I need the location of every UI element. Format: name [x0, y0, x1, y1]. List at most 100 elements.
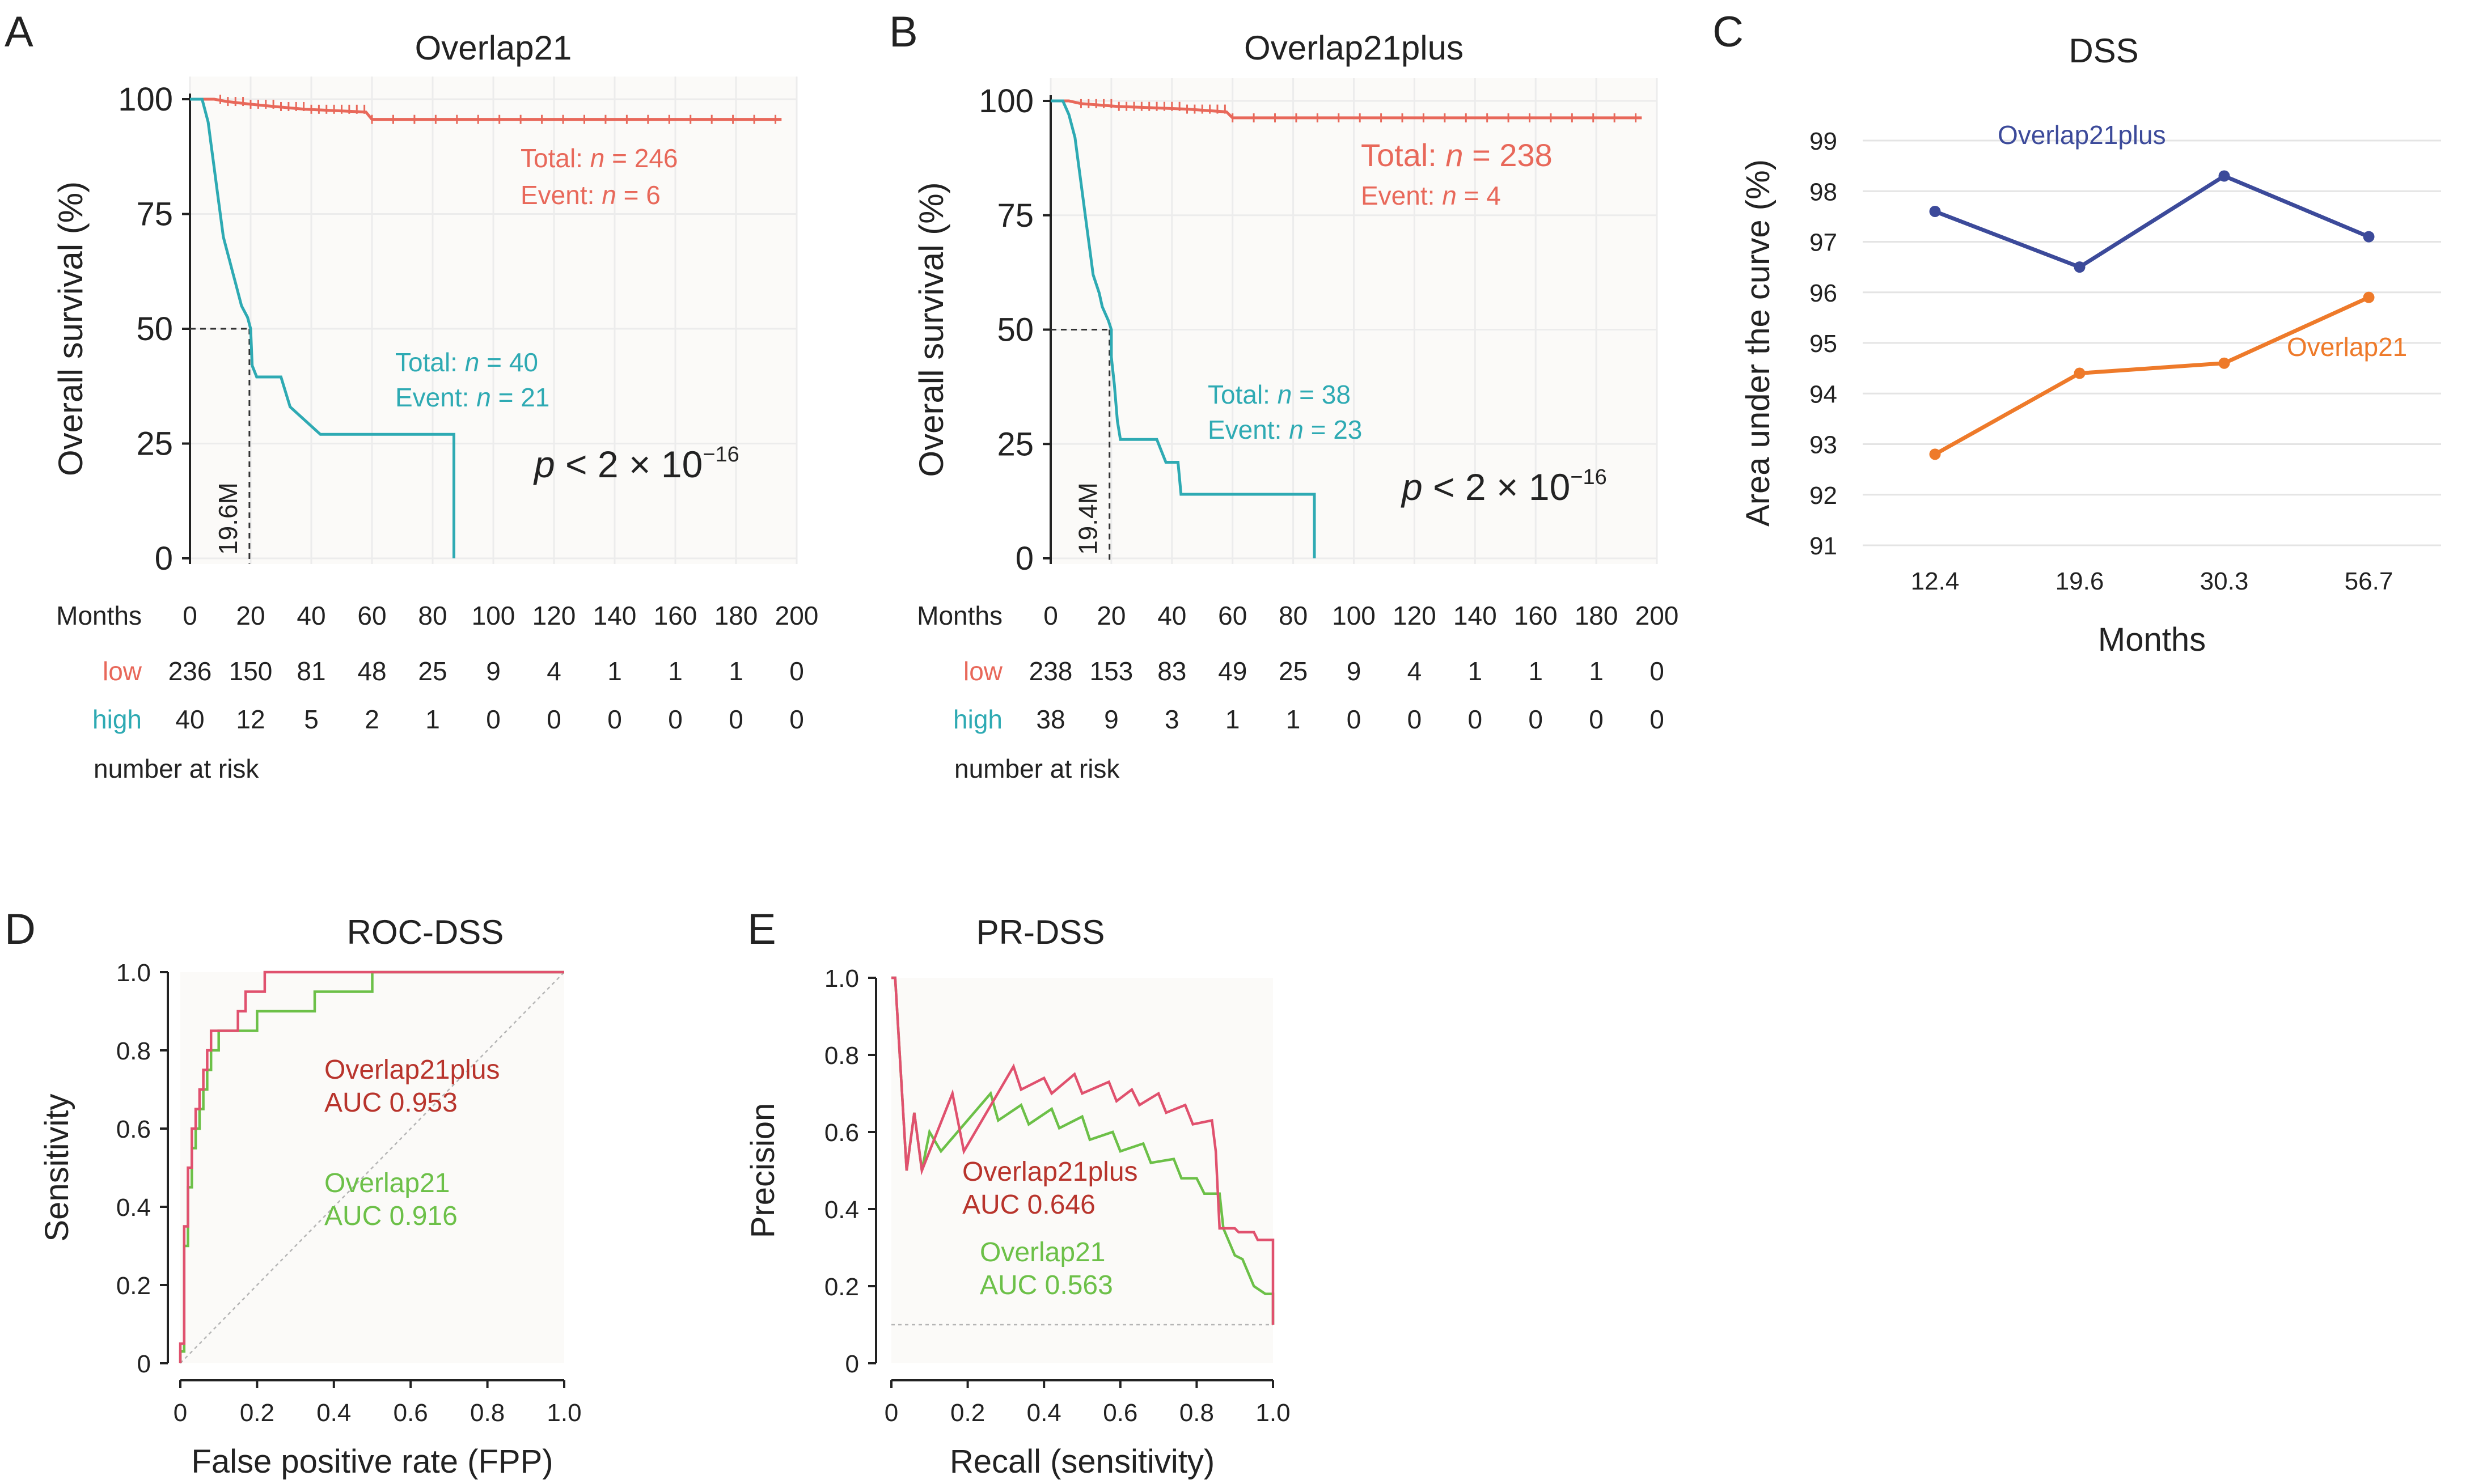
y-tick-label: 95: [1809, 330, 1837, 358]
risk-count: 3: [1165, 705, 1179, 734]
risk-count: 1: [1468, 656, 1483, 686]
risk-count: 1: [1225, 705, 1240, 734]
risk-header: Months: [917, 601, 1003, 630]
y-tick-label: 1.0: [116, 959, 151, 987]
survival-curve-high: [1051, 99, 1316, 558]
risk-count: 0: [607, 705, 622, 734]
x-tick-label: 180: [714, 601, 758, 630]
x-tick-label: 140: [1453, 601, 1497, 630]
risk-group-high: high: [953, 705, 1003, 734]
y-tick-label: 25: [136, 426, 173, 463]
x-tick-label: 40: [297, 601, 325, 630]
x-tick-label: 200: [775, 601, 819, 630]
x-tick-label: 19.6: [2055, 567, 2104, 595]
auc-label-overlap21: AUC 0.563: [980, 1270, 1113, 1300]
x-tick-label: 0: [885, 1399, 898, 1427]
x-tick-label: 20: [1097, 601, 1126, 630]
p-value: p < 2 × 10−16: [533, 443, 739, 485]
risk-count: 0: [789, 656, 804, 686]
risk-count: 1: [729, 656, 743, 686]
curve-label-overlap21plus: Overlap21plus: [962, 1157, 1138, 1187]
auc-label-overlap21plus: AUC 0.646: [962, 1190, 1096, 1220]
y-tick-label: 93: [1809, 431, 1837, 459]
x-tick-label: 80: [1279, 601, 1308, 630]
panel-d: ROC-DSS 0 0.2 0.4 0.6 0.8 1.0 0 0.2 0.4 0.6 0.8 1.0 F…: [39, 913, 582, 1480]
risk-count: 1: [425, 705, 440, 734]
risk-group-high: high: [92, 705, 142, 734]
panel-letter-a: A: [5, 8, 33, 56]
annotation-event-high: Event: n = 21: [395, 383, 549, 412]
x-tick-label: 1.0: [1255, 1399, 1290, 1427]
risk-count: 1: [668, 656, 683, 686]
series-label-overlap21: Overlap21: [2287, 332, 2407, 362]
x-axis-label: Recall (sensitivity): [950, 1443, 1215, 1480]
annotation-event-low: Event: n = 6: [521, 180, 661, 210]
risk-count: 0: [547, 705, 561, 734]
x-axis-label: False positive rate (FPP): [191, 1443, 553, 1480]
annotation-total-high: Total: n = 40: [395, 347, 538, 377]
x-tick-label: 0: [183, 601, 197, 630]
risk-count: 0: [1407, 705, 1422, 734]
data-point: [2074, 367, 2086, 379]
risk-count: 1: [607, 656, 622, 686]
risk-count: 1: [1528, 656, 1543, 686]
panel-c: DSS 91 92 93 94 95 96 97 98 99 12.4 19.6 30.3 56.7 Mon…: [1740, 32, 2441, 658]
y-tick-label: 0.4: [116, 1194, 151, 1222]
y-axis-label: Area under the curve (%): [1740, 159, 1777, 527]
x-tick-label: 1.0: [547, 1399, 581, 1427]
x-tick-label: 60: [357, 601, 386, 630]
y-tick-label: 0.8: [116, 1037, 151, 1065]
risk-count: 40: [175, 705, 204, 734]
auc-label-overlap21: AUC 0.916: [324, 1201, 458, 1231]
x-tick-label: 20: [236, 601, 265, 630]
data-point: [1929, 205, 1941, 217]
data-point: [2363, 291, 2375, 303]
risk-count: 236: [168, 656, 212, 686]
annotation-total-high: Total: n = 38: [1208, 380, 1351, 409]
risk-count: 4: [1407, 656, 1422, 686]
y-tick-label: 75: [136, 196, 173, 233]
panel-letter-c: C: [1712, 8, 1744, 56]
risk-count: 0: [1650, 656, 1664, 686]
risk-count: 0: [1528, 705, 1543, 734]
y-axis-label: Overall survival (%): [52, 181, 90, 476]
y-tick-label: 0: [845, 1350, 859, 1378]
y-tick-label: 96: [1809, 279, 1837, 307]
data-point: [2218, 357, 2230, 369]
panel-letter-e: E: [747, 905, 776, 953]
y-tick-label: 91: [1809, 532, 1837, 560]
risk-count: 38: [1036, 705, 1065, 734]
chart-title: Overlap21plus: [1244, 29, 1464, 67]
curve-label-overlap21plus: Overlap21plus: [324, 1055, 500, 1085]
x-axis-label: Months: [2098, 621, 2206, 658]
data-point: [1929, 448, 1941, 460]
x-tick-label: 0.2: [950, 1399, 985, 1427]
risk-count: 0: [1589, 705, 1604, 734]
series-label-overlap21plus: Overlap21plus: [1998, 120, 2166, 150]
p-value: p < 2 × 10−16: [1401, 465, 1607, 508]
plot-area: [891, 978, 1273, 1363]
panel-letter-d: D: [5, 905, 36, 953]
risk-count: 9: [1347, 656, 1361, 686]
x-tick-label: 140: [593, 601, 637, 630]
risk-count: 25: [418, 656, 447, 686]
series-line-overlap21plus: [1934, 173, 2370, 269]
risk-count: 4: [547, 656, 561, 686]
risk-count: 0: [729, 705, 743, 734]
risk-count: 0: [668, 705, 683, 734]
y-tick-label: 0: [155, 540, 173, 577]
risk-count: 150: [229, 656, 273, 686]
x-tick-label: 0.8: [1179, 1399, 1214, 1427]
x-tick-label: 100: [472, 601, 515, 630]
x-tick-label: 120: [1393, 601, 1436, 630]
y-tick-label: 100: [979, 83, 1034, 120]
risk-count: 1: [1589, 656, 1604, 686]
median-label: 19.4M: [1073, 482, 1103, 555]
x-tick-label: 0.6: [394, 1399, 428, 1427]
risk-group-low: low: [963, 656, 1003, 686]
x-tick-label: 120: [532, 601, 576, 630]
x-tick-label: 0: [1043, 601, 1058, 630]
risk-count: 0: [1650, 705, 1664, 734]
y-tick-label: 0.6: [824, 1119, 859, 1147]
